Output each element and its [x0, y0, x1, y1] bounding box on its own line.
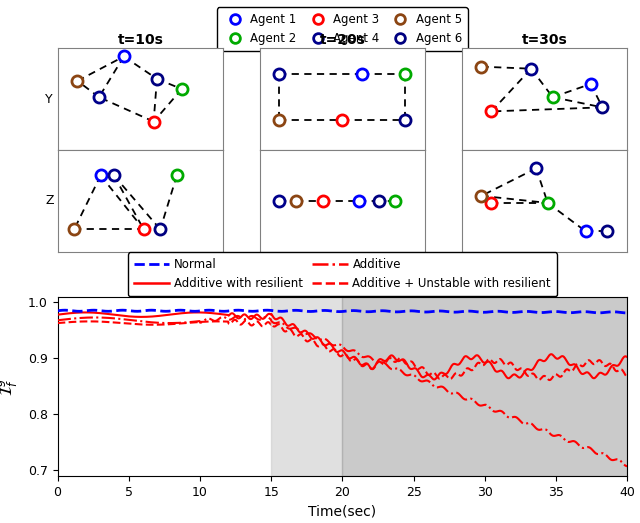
X-axis label: Time(sec): Time(sec) — [308, 504, 376, 518]
Y-axis label: Y: Y — [45, 93, 53, 106]
Y-axis label: $\mathcal{I}_f^g$: $\mathcal{I}_f^g$ — [0, 377, 20, 396]
X-axis label: X: X — [540, 253, 548, 266]
Bar — [271, 297, 342, 476]
Title: t=10s: t=10s — [118, 33, 163, 47]
X-axis label: X: X — [136, 253, 145, 266]
X-axis label: X: X — [338, 253, 347, 266]
Legend: Normal, Additive with resilient, Additive, Additive + Unstable with resilient: Normal, Additive with resilient, Additiv… — [128, 253, 557, 296]
Title: t=30s: t=30s — [522, 33, 567, 47]
Title: t=20s: t=20s — [319, 33, 365, 47]
Y-axis label: Z: Z — [45, 195, 54, 208]
Legend: Agent 1, Agent 2, Agent 3, Agent 4, Agent 5, Agent 6: Agent 1, Agent 2, Agent 3, Agent 4, Agen… — [217, 7, 468, 51]
Bar — [342, 297, 627, 476]
